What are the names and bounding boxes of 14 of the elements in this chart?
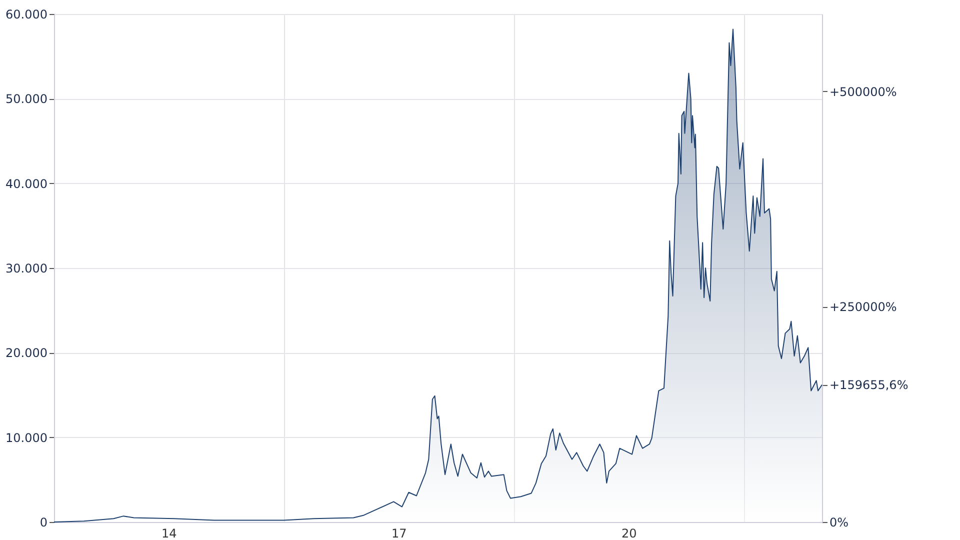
y-tick-label: 20.000: [6, 346, 48, 360]
y2-tick-label: 0%: [830, 516, 849, 530]
y-tick-label: 60.000: [6, 8, 48, 22]
y-tick-label: 0: [40, 516, 48, 530]
x-tick-label: 20: [622, 526, 637, 540]
y2-tick-label: +500000%: [830, 84, 897, 99]
y2-tick-label: +250000%: [830, 300, 897, 314]
y-tick-label: 30.000: [6, 262, 48, 276]
x-tick-label: 17: [392, 526, 407, 540]
y-tick-label: 10.000: [6, 430, 48, 445]
y-tick-label: 40.000: [6, 176, 48, 191]
x-tick-label: 14: [161, 526, 177, 540]
y2-tick-label: +159655,6%: [830, 378, 908, 392]
y-tick-label: 50.000: [6, 92, 48, 106]
